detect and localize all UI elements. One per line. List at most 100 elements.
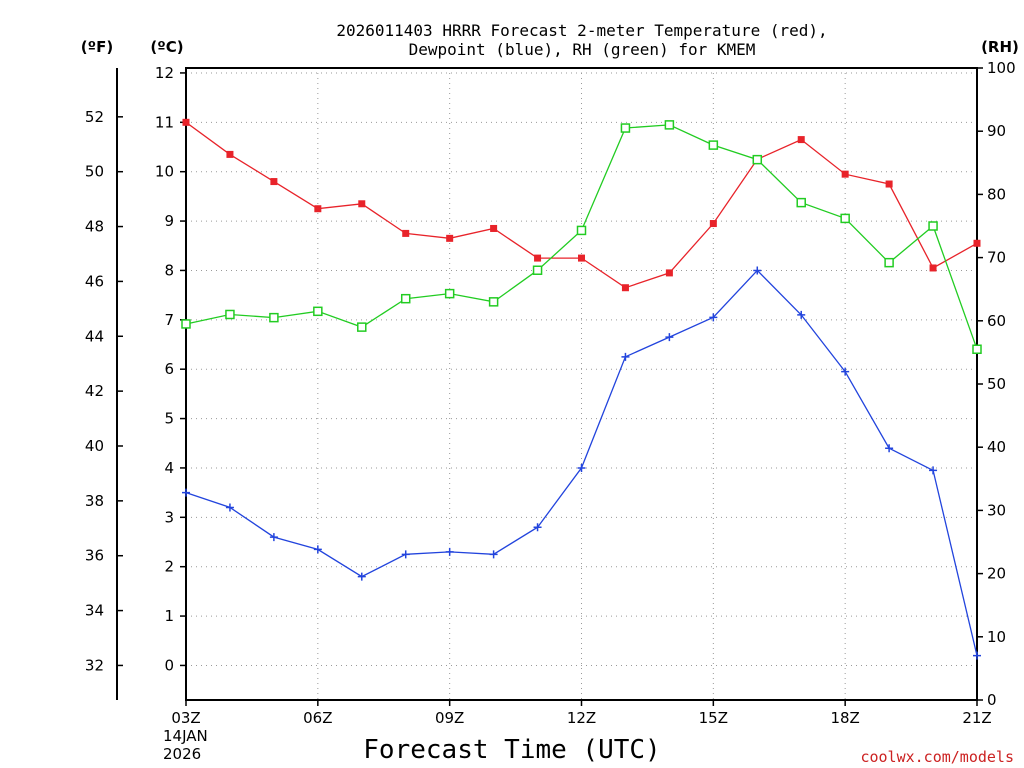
dewpoint-point [753, 266, 762, 275]
temperature-point [490, 224, 498, 232]
rh-point [225, 309, 235, 320]
rh-point [181, 319, 191, 329]
temperature-point [797, 136, 805, 144]
chart-subtitle: Dewpoint (blue), RH (green) for KMEM [409, 40, 756, 59]
rh-point [928, 221, 938, 231]
fahrenheit-tick-label: 48 [85, 218, 104, 236]
temperature-point [446, 234, 454, 242]
dewpoint-point [621, 352, 630, 361]
rh-tick-label: 30 [987, 501, 1006, 519]
temperature-point [841, 170, 849, 178]
date-label-day: 14JAN [163, 727, 208, 745]
rh-point [840, 213, 850, 224]
rh-point [796, 197, 806, 208]
celsius-tick-label: 6 [164, 360, 174, 378]
rh-point [444, 288, 455, 299]
temperature-line [185, 121, 978, 289]
fahrenheit-unit-label: (ºF) [81, 38, 113, 56]
celsius-tick-label: 8 [164, 261, 174, 279]
celsius-tick-label: 10 [155, 163, 174, 181]
dewpoint-point [929, 466, 938, 475]
celsius-tick-label: 9 [164, 212, 174, 230]
rh-point [400, 293, 411, 304]
fahrenheit-tick-label: 42 [85, 382, 104, 400]
rh-point [884, 257, 894, 268]
dewpoint-point [489, 550, 498, 559]
rh-tick-label: 50 [987, 375, 1006, 393]
dewpoint-point [445, 547, 454, 556]
dewpoint-point [577, 463, 586, 472]
rh-point [357, 322, 367, 332]
celsius-tick-label: 3 [164, 508, 174, 526]
temperature-point [885, 180, 893, 188]
chart-title: 2026011403 HRRR Forecast 2-meter Tempera… [336, 21, 827, 40]
temperature-point [270, 178, 278, 186]
celsius-tick-label: 1 [164, 607, 174, 625]
dewpoint-point [225, 503, 234, 512]
temperature-point [314, 205, 322, 213]
dewpoint-point [709, 313, 718, 322]
fahrenheit-tick-label: 36 [85, 547, 104, 565]
rh-point [664, 120, 675, 130]
credit-label: coolwx.com/models [860, 748, 1014, 766]
dewpoint-point [401, 550, 410, 559]
grid-lines [186, 68, 977, 700]
celsius-tick-label: 4 [164, 459, 174, 477]
fahrenheit-tick-label: 52 [85, 108, 104, 126]
time-tick-label: 06Z [303, 709, 332, 727]
fahrenheit-tick-label: 50 [85, 163, 104, 181]
temperature-point [709, 220, 717, 228]
temperature-point [402, 229, 410, 237]
rh-tick-label: 10 [987, 628, 1006, 646]
time-tick-label: 18Z [830, 709, 859, 727]
celsius-tick-label: 2 [164, 558, 174, 576]
rh-point [752, 154, 763, 165]
series-layer [181, 118, 982, 660]
temperature-point [621, 284, 629, 292]
rh-point [488, 297, 499, 307]
fahrenheit-tick-label: 40 [85, 437, 104, 455]
rh-tick-label: 90 [987, 122, 1006, 140]
dewpoint-point [357, 572, 366, 581]
fahrenheit-tick-label: 44 [85, 327, 104, 345]
date-label-year: 2026 [163, 745, 201, 763]
dewpoint-point [841, 367, 850, 376]
series-rh [181, 120, 982, 354]
temperature-point [929, 264, 937, 272]
time-tick-label: 21Z [962, 709, 991, 727]
dewpoint-point [269, 533, 278, 542]
dewpoint-point [885, 444, 894, 453]
rh-point [532, 265, 543, 275]
temperature-point [578, 254, 585, 262]
rh-point [269, 312, 279, 323]
time-tick-label: 09Z [435, 709, 464, 727]
dewpoint-point [182, 488, 190, 497]
temperature-point [226, 150, 234, 158]
rh-tick-label: 20 [987, 565, 1006, 583]
temperature-point [973, 239, 981, 247]
fahrenheit-tick-label: 34 [85, 602, 104, 620]
dewpoint-point [313, 545, 322, 554]
rh-tick-label: 70 [987, 249, 1006, 267]
rh-tick-label: 80 [987, 185, 1006, 203]
rh-point [576, 225, 587, 236]
celsius-tick-label: 5 [164, 410, 174, 428]
celsius-tick-label: 11 [155, 113, 174, 131]
rh-point [620, 123, 631, 133]
rh-tick-label: 0 [987, 691, 997, 709]
fahrenheit-tick-label: 32 [85, 656, 104, 674]
rh-tick-label: 40 [987, 438, 1006, 456]
dewpoint-point [973, 651, 981, 660]
series-dewpoint [182, 266, 981, 660]
rh-tick-label: 100 [987, 59, 1016, 77]
temperature-point [358, 200, 366, 208]
celsius-unit-label: (ºC) [150, 38, 183, 56]
celsius-tick-label: 0 [164, 656, 174, 674]
fahrenheit-tick-label: 38 [85, 492, 104, 510]
series-temperature [182, 118, 981, 292]
time-tick-label: 15Z [699, 709, 728, 727]
time-tick-label: 12Z [567, 709, 596, 727]
rh-point [708, 140, 719, 150]
temperature-point [182, 118, 190, 126]
